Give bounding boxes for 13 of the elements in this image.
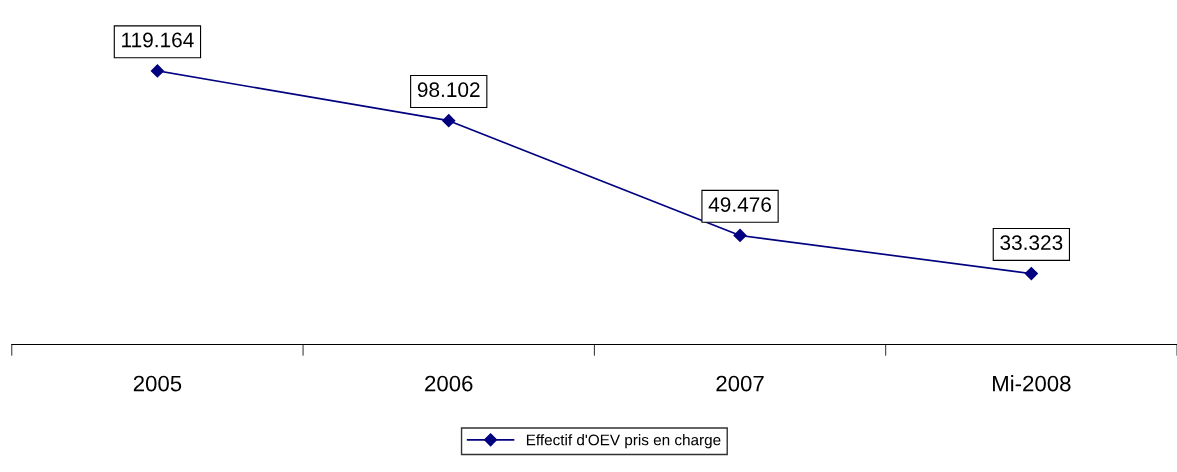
x-tick-label: 2006 [425,375,473,392]
point [150,64,165,78]
x-tick-label: 2005 [133,375,182,392]
legend-label: Effectif d'OEV pris en charge [526,434,721,449]
data-label: 98.102 [417,82,480,98]
data-label: 119.164 [122,32,194,48]
point [733,228,747,243]
data-label: 33.323 [1000,235,1063,251]
data-label: 49.476 [708,197,771,212]
x-tick-label: Mi-2008 [993,375,1071,392]
x-tick-label: 2007 [716,375,764,392]
point [1024,267,1038,281]
point [442,114,456,128]
